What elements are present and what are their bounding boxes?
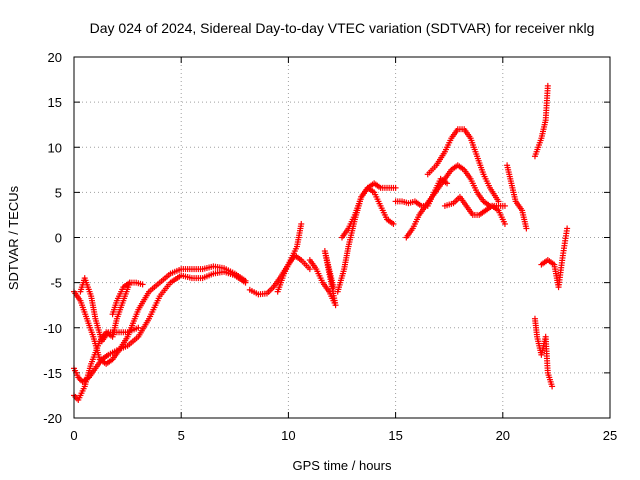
y-tick-label: 5 — [55, 185, 62, 200]
x-tick-label: 0 — [70, 428, 77, 443]
y-tick-label: 0 — [55, 231, 62, 246]
data-point — [392, 184, 399, 191]
y-tick-label: 10 — [48, 140, 62, 155]
data-point — [501, 220, 508, 227]
y-tick-label: -5 — [50, 276, 62, 291]
data-points — [71, 82, 571, 403]
plot-frame — [73, 56, 611, 419]
data-point — [501, 202, 508, 209]
data-point — [495, 198, 502, 205]
x-tick-label: 15 — [388, 428, 402, 443]
axis-ticks: 0 5 10 15 20 25 -20 -15 -10 -5 0 5 10 15 20 — [43, 50, 617, 443]
y-tick-label: -20 — [43, 411, 62, 426]
x-tick-label: 25 — [603, 428, 617, 443]
data-point — [242, 279, 249, 286]
y-tick-label: -10 — [43, 321, 62, 336]
data-point — [306, 266, 313, 273]
x-axis-label: GPS time / hours — [293, 458, 392, 473]
y-tick-label: -15 — [43, 366, 62, 381]
data-point — [139, 281, 146, 288]
x-tick-label: 5 — [178, 428, 185, 443]
data-point — [135, 324, 142, 331]
y-axis-label: SDTVAR / TECUs — [6, 185, 21, 290]
data-point — [390, 220, 397, 227]
x-tick-label: 10 — [281, 428, 295, 443]
x-tick-label: 20 — [496, 428, 510, 443]
data-point — [523, 225, 530, 232]
data-point — [549, 383, 556, 390]
data-point — [298, 220, 305, 227]
data-point — [330, 284, 337, 291]
chart-title: Day 024 of 2024, Sidereal Day-to-day VTE… — [90, 20, 595, 36]
data-point — [544, 82, 551, 89]
data-point — [564, 225, 571, 232]
y-tick-label: 20 — [48, 50, 62, 65]
data-point — [444, 180, 451, 187]
y-tick-label: 15 — [48, 95, 62, 110]
